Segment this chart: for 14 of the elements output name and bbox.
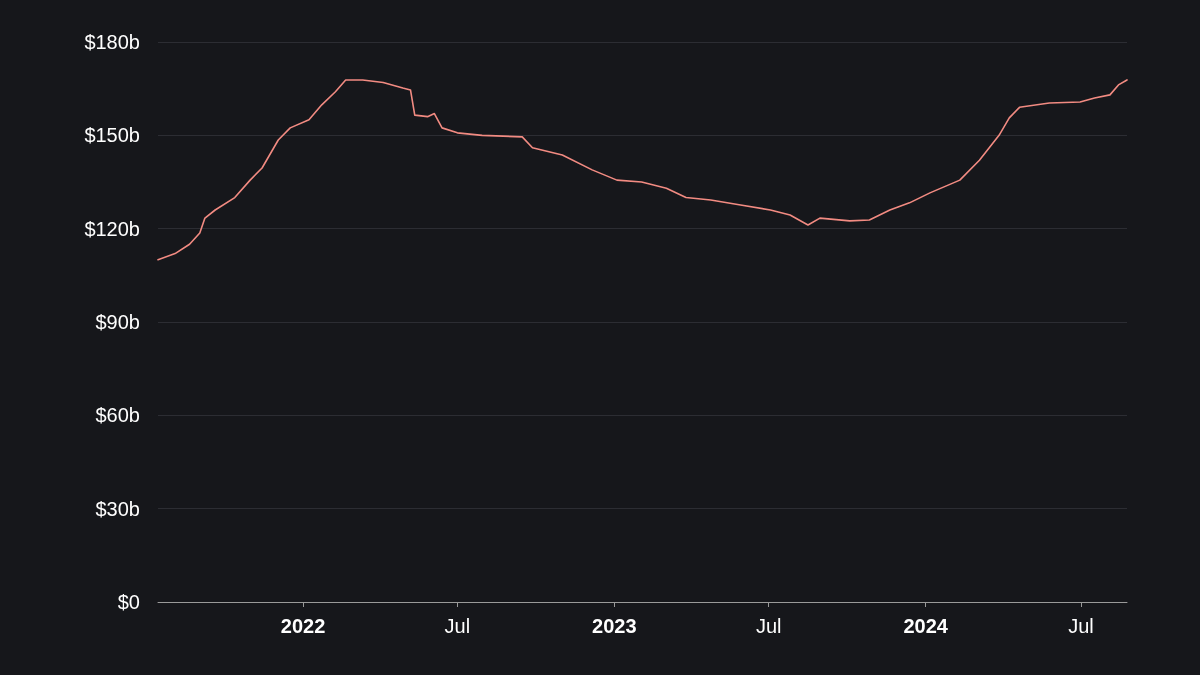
x-tick-label: 2022 [280, 615, 326, 637]
y-tick-label: $120b [84, 217, 140, 240]
y-tick-label: $0 [117, 591, 140, 613]
line-series [157, 79, 1128, 261]
y-tick-label: $150b [84, 124, 140, 147]
y-tick-label: $30b [95, 497, 140, 520]
x-tick-label: 2023 [592, 615, 637, 637]
x-tick-label: Jul [755, 615, 782, 637]
x-tick-label: Jul [444, 615, 471, 637]
y-tick-label: $90b [95, 311, 140, 333]
y-tick-label: $180b [84, 31, 140, 53]
x-tick-label: 2024 [903, 615, 949, 637]
y-tick-label: $60b [95, 404, 140, 427]
x-tick-label: Jul [1068, 615, 1094, 637]
